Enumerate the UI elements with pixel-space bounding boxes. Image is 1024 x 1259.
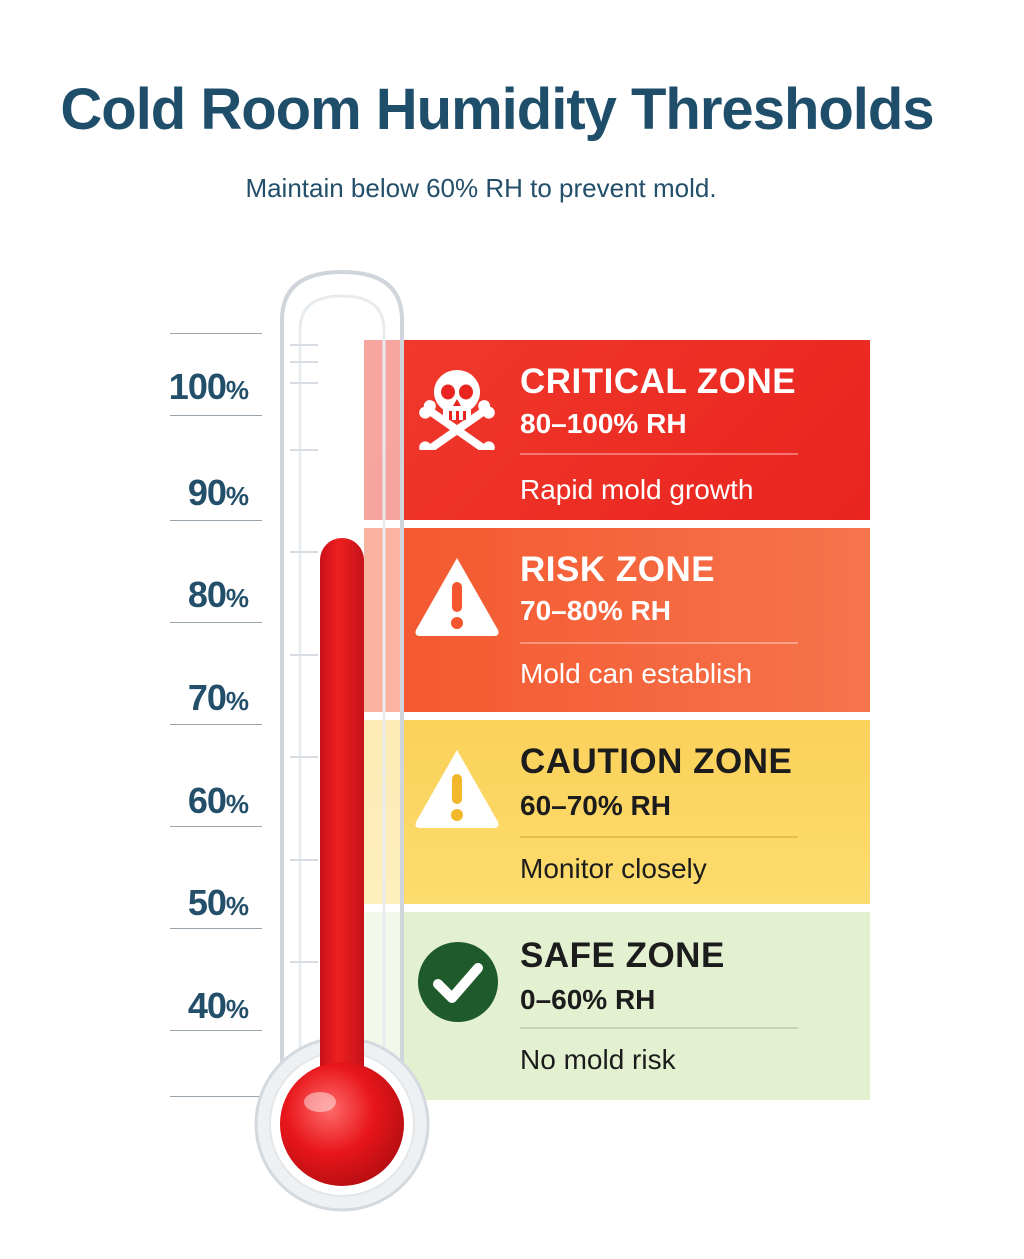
zones-panel: CRITICAL ZONE 80–100% RH Rapid mold grow…	[364, 340, 870, 1100]
zone-safe: SAFE ZONE 0–60% RH No mold risk	[364, 912, 870, 1100]
scale-label-70: 70%	[187, 677, 249, 718]
scale-label-80: 80%	[187, 574, 249, 615]
thermometer-fill	[320, 538, 364, 1100]
zone-divider	[520, 642, 798, 644]
zone-range: 0–60% RH	[520, 984, 656, 1015]
page-title: Cold Room Humidity Thresholds	[60, 77, 934, 142]
zone-risk: RISK ZONE 70–80% RH Mold can establish	[364, 528, 870, 712]
skull-crossbones-icon	[419, 370, 495, 450]
warning-icon	[415, 558, 499, 636]
zone-caution: CAUTION ZONE 60–70% RH Monitor closely	[364, 720, 870, 904]
zone-range: 70–80% RH	[520, 595, 671, 626]
warning-icon	[415, 750, 499, 828]
zone-description: Rapid mold growth	[520, 474, 754, 505]
zone-separator	[364, 520, 870, 528]
scale-label-60: 60%	[187, 780, 249, 821]
scale-line	[170, 724, 262, 725]
scale-line	[170, 415, 262, 416]
scale-line	[170, 1030, 262, 1031]
zone-critical: CRITICAL ZONE 80–100% RH Rapid mold grow…	[364, 340, 870, 520]
scale-line	[170, 928, 262, 929]
scale-line	[170, 622, 262, 623]
scale-label-100: 100%	[168, 366, 249, 407]
zone-description: Mold can establish	[520, 658, 752, 689]
zone-title: CRITICAL ZONE	[520, 362, 797, 401]
checkmark-icon	[418, 942, 498, 1022]
zone-title: SAFE ZONE	[520, 936, 725, 975]
scale-label-50: 50%	[187, 882, 249, 923]
zone-divider	[520, 836, 798, 838]
zone-title: CAUTION ZONE	[520, 742, 793, 781]
zone-title: RISK ZONE	[520, 550, 716, 589]
zone-divider	[520, 453, 798, 455]
zone-separator	[364, 712, 870, 720]
scale-line	[170, 1096, 262, 1097]
zone-description: Monitor closely	[520, 853, 707, 884]
scale-line	[170, 826, 262, 827]
scale-label-90: 90%	[187, 472, 249, 513]
zone-range: 60–70% RH	[520, 790, 671, 821]
zone-divider	[520, 1027, 798, 1029]
scale-line	[170, 333, 262, 334]
zone-separator	[364, 904, 870, 912]
zone-description: No mold risk	[520, 1044, 676, 1075]
page-subtitle: Maintain below 60% RH to prevent mold.	[245, 173, 717, 203]
scale-line	[170, 520, 262, 521]
zone-range: 80–100% RH	[520, 408, 687, 439]
scale-label-40: 40%	[187, 985, 249, 1026]
